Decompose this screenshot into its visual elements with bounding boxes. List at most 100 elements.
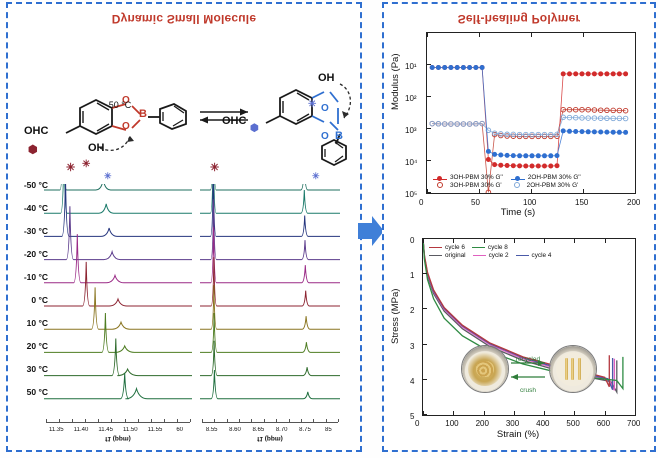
nmr-tick-label: 11.35	[49, 427, 64, 433]
modulus-marker	[598, 71, 604, 77]
equilibrium-temperature-label: 50 °C	[108, 100, 132, 110]
modulus-marker	[560, 128, 566, 134]
modulus-marker	[554, 131, 560, 138]
legend-swatch	[515, 255, 529, 256]
nmr-tick-label: 8.55	[205, 427, 218, 433]
stress-ytick: 5	[410, 412, 415, 421]
nmr-trace	[44, 234, 192, 284]
modulus-marker	[535, 163, 541, 169]
modulus-marker	[548, 133, 554, 140]
legend-marker	[433, 182, 447, 188]
modulus-plot-area: 3OH-PBM 30% G' 2OH-PBM 30% G' 3OH-PBM 30% …	[426, 32, 636, 196]
legend-label: 3OH-PBM 30% G'	[450, 182, 502, 189]
stress-xtick: 200	[475, 419, 489, 428]
stress-tick-mark	[423, 238, 427, 239]
modulus-marker	[604, 129, 610, 135]
modulus-marker	[604, 115, 610, 122]
modulus-marker	[623, 129, 629, 135]
scheme-right-aldehyde-label: OHC	[222, 115, 247, 127]
modulus-marker	[454, 121, 460, 127]
modulus-tick-mark	[427, 128, 431, 129]
modulus-marker	[435, 65, 441, 70]
modulus-marker	[585, 115, 591, 121]
nmr-tick-label: 11.40	[73, 427, 89, 433]
modulus-marker	[517, 153, 523, 159]
stress-tick-mark	[544, 411, 546, 415]
legend-swatch	[429, 247, 442, 248]
modulus-marker	[610, 129, 616, 135]
modulus-ytick: 10³	[405, 126, 417, 135]
modulus-marker	[591, 71, 597, 77]
modulus-marker	[604, 107, 610, 114]
modulus-marker	[467, 65, 473, 70]
stress-tick-mark	[423, 273, 427, 275]
flow-arrow-icon	[358, 214, 384, 248]
modulus-marker	[510, 153, 516, 159]
scheme-left-hydroxyl-label: OH	[88, 142, 105, 154]
modulus-marker	[591, 115, 598, 121]
nmr-tick-label: 11.45	[98, 427, 113, 433]
inset-dish-crushed	[461, 345, 509, 393]
stress-legend-item: cycle 4	[515, 252, 551, 259]
modulus-marker	[529, 153, 535, 159]
stress-tick-mark	[483, 411, 485, 415]
modulus-tick-mark	[583, 33, 584, 37]
nmr-stacked-spectra: -50 °C -40 °C -30 °C -20 °C -10 °C 0 °C 10 °C 2…	[18, 162, 348, 442]
modulus-marker	[572, 106, 579, 113]
modulus-marker	[442, 65, 448, 70]
stress-tick-mark	[513, 411, 515, 415]
modulus-ytick: 10⁴	[405, 158, 418, 167]
nmr-trace	[200, 285, 340, 330]
stress-tick-mark	[423, 308, 427, 310]
modulus-legend-item: 2OH-PBM 30% G''	[510, 174, 581, 182]
nmr-right-axis-title: f1 (ppm)	[257, 435, 283, 442]
modulus-marker	[573, 71, 579, 77]
stress-series-line	[422, 238, 610, 388]
modulus-tick-mark	[427, 96, 431, 97]
scheme-left-aldehyde-label: OHC	[24, 125, 49, 137]
modulus-tick-mark	[479, 33, 480, 37]
modulus-marker	[598, 129, 604, 135]
modulus-marker	[616, 71, 622, 77]
modulus-marker	[485, 157, 491, 162]
modulus-tick-mark	[427, 160, 431, 161]
stress-xtick: 600	[596, 419, 611, 428]
modulus-marker	[585, 71, 591, 77]
modulus-tick-mark	[635, 189, 636, 193]
nmr-trace	[44, 206, 192, 261]
modulus-tick-mark	[427, 33, 428, 37]
modulus-marker	[485, 127, 492, 134]
modulus-marker	[535, 131, 542, 138]
nmr-trace	[200, 257, 340, 307]
modulus-marker	[579, 129, 585, 135]
modulus-marker	[460, 121, 467, 127]
modulus-marker	[498, 152, 504, 158]
legend-label: cycle 2	[488, 252, 509, 259]
nmr-trace	[200, 184, 340, 237]
inset-dish-molded-bars	[549, 345, 597, 393]
modulus-marker	[504, 131, 510, 138]
modulus-ytick: 10¹	[405, 62, 417, 71]
modulus-marker	[579, 71, 585, 77]
legend-marker	[510, 174, 525, 182]
modulus-marker	[567, 128, 572, 134]
scheme-hexagon-red: ⬢	[28, 144, 38, 156]
nmr-trace	[44, 184, 192, 214]
modulus-ytick: 10⁵	[405, 190, 418, 199]
modulus-marker	[479, 65, 485, 70]
legend-label: 2OH-PBM 30% G'	[526, 182, 579, 189]
stress-tick-mark	[574, 411, 576, 415]
modulus-marker	[616, 107, 623, 114]
stress-xtick: 300	[505, 419, 520, 428]
nmr-tick-label: 8.75	[299, 427, 311, 433]
stress-tick-mark	[423, 239, 424, 243]
nmr-tick-label: 60	[176, 427, 183, 433]
modulus-marker	[485, 148, 491, 154]
stress-ytick: 2	[410, 306, 415, 316]
nmr-spectrum-left: f1 (ppm) 11.35 11.40 11.45 11.50 11.55 60	[44, 180, 192, 442]
modulus-marker	[585, 106, 591, 113]
modulus-marker	[510, 163, 516, 169]
modulus-tick-mark	[479, 189, 480, 193]
modulus-marker	[566, 106, 573, 113]
modulus-marker	[435, 121, 442, 127]
